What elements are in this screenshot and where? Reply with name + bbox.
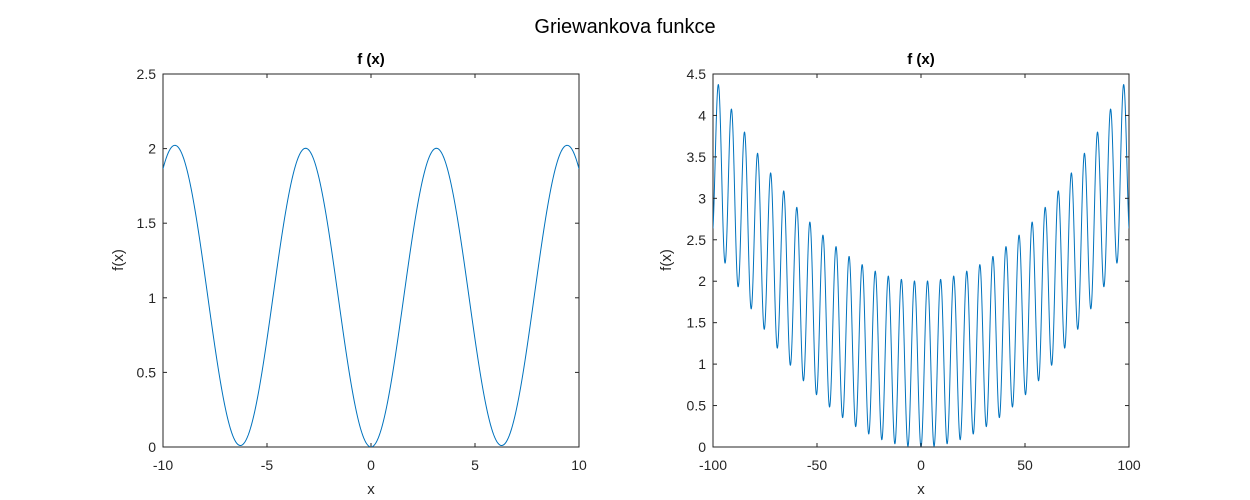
- left-x-axis-label: x: [367, 481, 375, 498]
- right-axes-title: f (x): [907, 51, 935, 68]
- right-x-axis-label: x: [917, 481, 925, 498]
- left-x-tick-label: 0: [367, 457, 375, 473]
- figure-title: Griewankova funkce: [534, 16, 715, 38]
- left-y-tick-label: 1: [148, 290, 156, 306]
- right-y-tick-label: 1: [698, 356, 706, 372]
- right-x-tick-label: 50: [1017, 457, 1033, 473]
- right-y-tick-label: 3.5: [687, 149, 707, 165]
- right-x-tick-label: 0: [917, 457, 925, 473]
- left-axes: f (x) x f(x) -10 -5 0 5 10 0 0.5 1 1.5 2 2.5: [110, 51, 587, 498]
- left-y-tick-label: 1.5: [137, 215, 157, 231]
- left-y-tick-label: 2.5: [137, 66, 157, 82]
- right-y-tick-label: 3: [698, 190, 706, 206]
- right-x-tick-label: 100: [1117, 457, 1141, 473]
- right-x-tick-label: -100: [699, 457, 727, 473]
- right-y-tick-label: 1.5: [687, 315, 707, 331]
- left-x-tick-label: 10: [571, 457, 587, 473]
- left-x-tick-label: 5: [471, 457, 479, 473]
- right-x-tick-label: -50: [807, 457, 827, 473]
- right-y-axis-label: f(x): [658, 249, 675, 271]
- right-series-line: [713, 83, 1129, 447]
- left-x-tick-label: -10: [153, 457, 173, 473]
- right-y-tick-label: 2: [698, 273, 706, 289]
- right-y-tick-label: 0.5: [687, 398, 707, 414]
- right-y-tick-label: 0: [698, 439, 706, 455]
- left-axes-title: f (x): [357, 51, 385, 68]
- left-y-tick-label: 2: [148, 141, 156, 157]
- left-series-line: [163, 144, 579, 447]
- left-x-tick-label: -5: [261, 457, 274, 473]
- right-axes-frame: [712, 73, 1130, 448]
- right-y-tick-label: 4: [698, 107, 706, 123]
- right-y-tick-label: 4.5: [687, 66, 707, 82]
- right-y-tick-label: 2.5: [687, 232, 707, 248]
- left-y-tick-label: 0: [148, 439, 156, 455]
- left-y-tick-label: 0.5: [137, 364, 157, 380]
- left-axes-frame: [162, 73, 580, 448]
- left-y-axis-label: f(x): [110, 249, 127, 271]
- right-axes: f (x) x f(x) -100 -50 0 50 100 0 0.5 1 1.5 2 2.5 3 3…: [658, 51, 1141, 498]
